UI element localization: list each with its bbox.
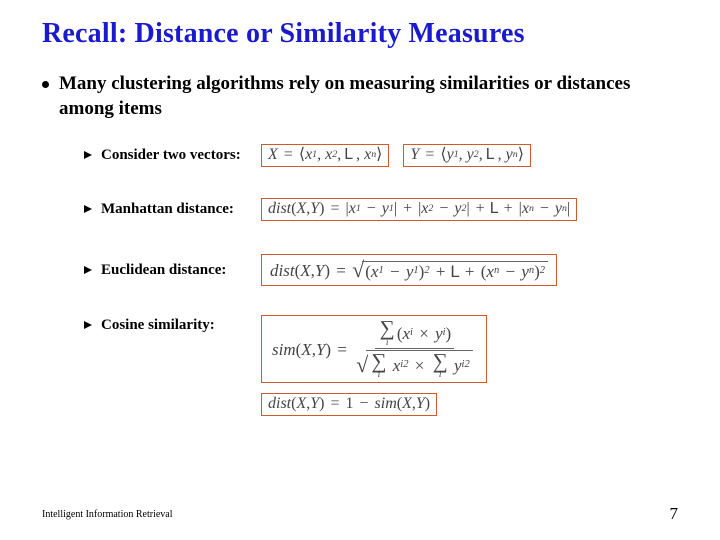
bullet-text: Many clustering algorithms rely on measu… <box>59 72 678 121</box>
slide: Recall: Distance or Similarity Measures … <box>0 0 720 540</box>
arrow-icon <box>84 205 92 213</box>
formula-group-cosine: sim(X,Y) = ∑i(xi × yi) √ ∑i xi2 × ∑i yi2 <box>261 315 487 416</box>
bullet-dot-icon <box>42 81 49 88</box>
formula-euclidean: dist(X,Y) = √ (x1 − y1)2 +L+ (xn − yn)2 <box>261 254 557 286</box>
formula-vector-x: X = ⟨x1, x2,L, xn⟩ <box>261 144 389 167</box>
sub-label: Euclidean distance: <box>101 262 261 279</box>
page-number: 7 <box>670 504 679 524</box>
formula-cosine-dist: dist(X,Y) = 1 − sim(X,Y) <box>261 393 437 416</box>
sub-item-euclidean: Euclidean distance: dist(X,Y) = √ (x1 − … <box>84 247 678 293</box>
formula-group-vectors: X = ⟨x1, x2,L, xn⟩ Y = ⟨y1, y2,L, yn⟩ <box>261 144 531 167</box>
arrow-icon <box>84 151 92 159</box>
sub-item-vectors: Consider two vectors: X = ⟨x1, x2,L, xn⟩… <box>84 139 678 171</box>
footer-text: Intelligent Information Retrieval <box>42 509 173 520</box>
arrow-icon <box>84 321 92 329</box>
sub-label: Cosine similarity: <box>101 317 261 334</box>
formula-vector-y: Y = ⟨y1, y2,L, yn⟩ <box>403 144 531 167</box>
arrow-icon <box>84 266 92 274</box>
sub-label: Consider two vectors: <box>101 147 261 164</box>
sub-item-cosine: Cosine similarity: sim(X,Y) = ∑i(xi × yi… <box>84 315 678 416</box>
sub-label: Manhattan distance: <box>101 201 261 218</box>
formula-cosine-sim: sim(X,Y) = ∑i(xi × yi) √ ∑i xi2 × ∑i yi2 <box>261 315 487 383</box>
bullet-item: Many clustering algorithms rely on measu… <box>42 72 678 121</box>
sub-item-manhattan: Manhattan distance: dist(X,Y) = |x1 − y1… <box>84 193 678 225</box>
slide-title: Recall: Distance or Similarity Measures <box>42 18 678 50</box>
formula-manhattan: dist(X,Y) = |x1 − y1| + |x2 − y2| +L+ |x… <box>261 198 577 221</box>
sub-bullet-list: Consider two vectors: X = ⟨x1, x2,L, xn⟩… <box>84 139 678 416</box>
